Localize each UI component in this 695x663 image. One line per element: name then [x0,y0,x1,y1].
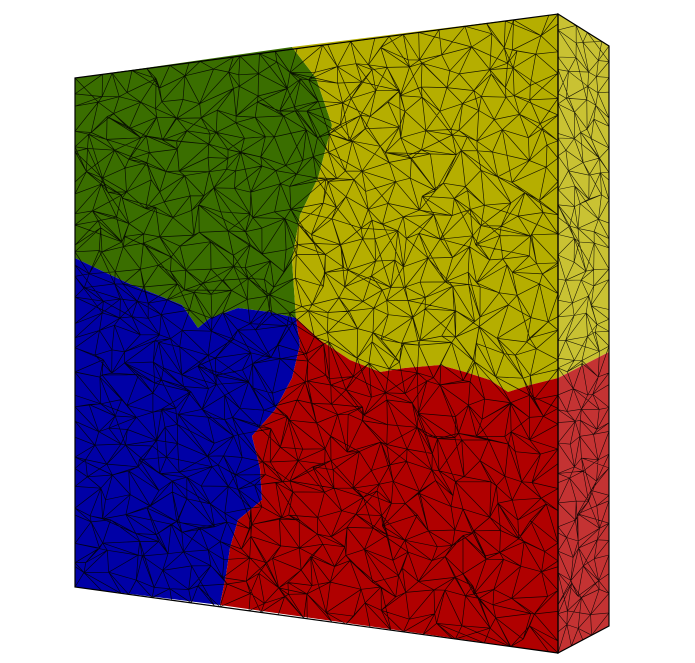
slab-front-face [75,14,558,653]
partition-region-green [75,47,332,328]
side-face-outline [557,12,610,654]
slab-side-face [558,14,609,653]
side-region-yellow [558,14,609,378]
slab-outline [74,12,610,654]
